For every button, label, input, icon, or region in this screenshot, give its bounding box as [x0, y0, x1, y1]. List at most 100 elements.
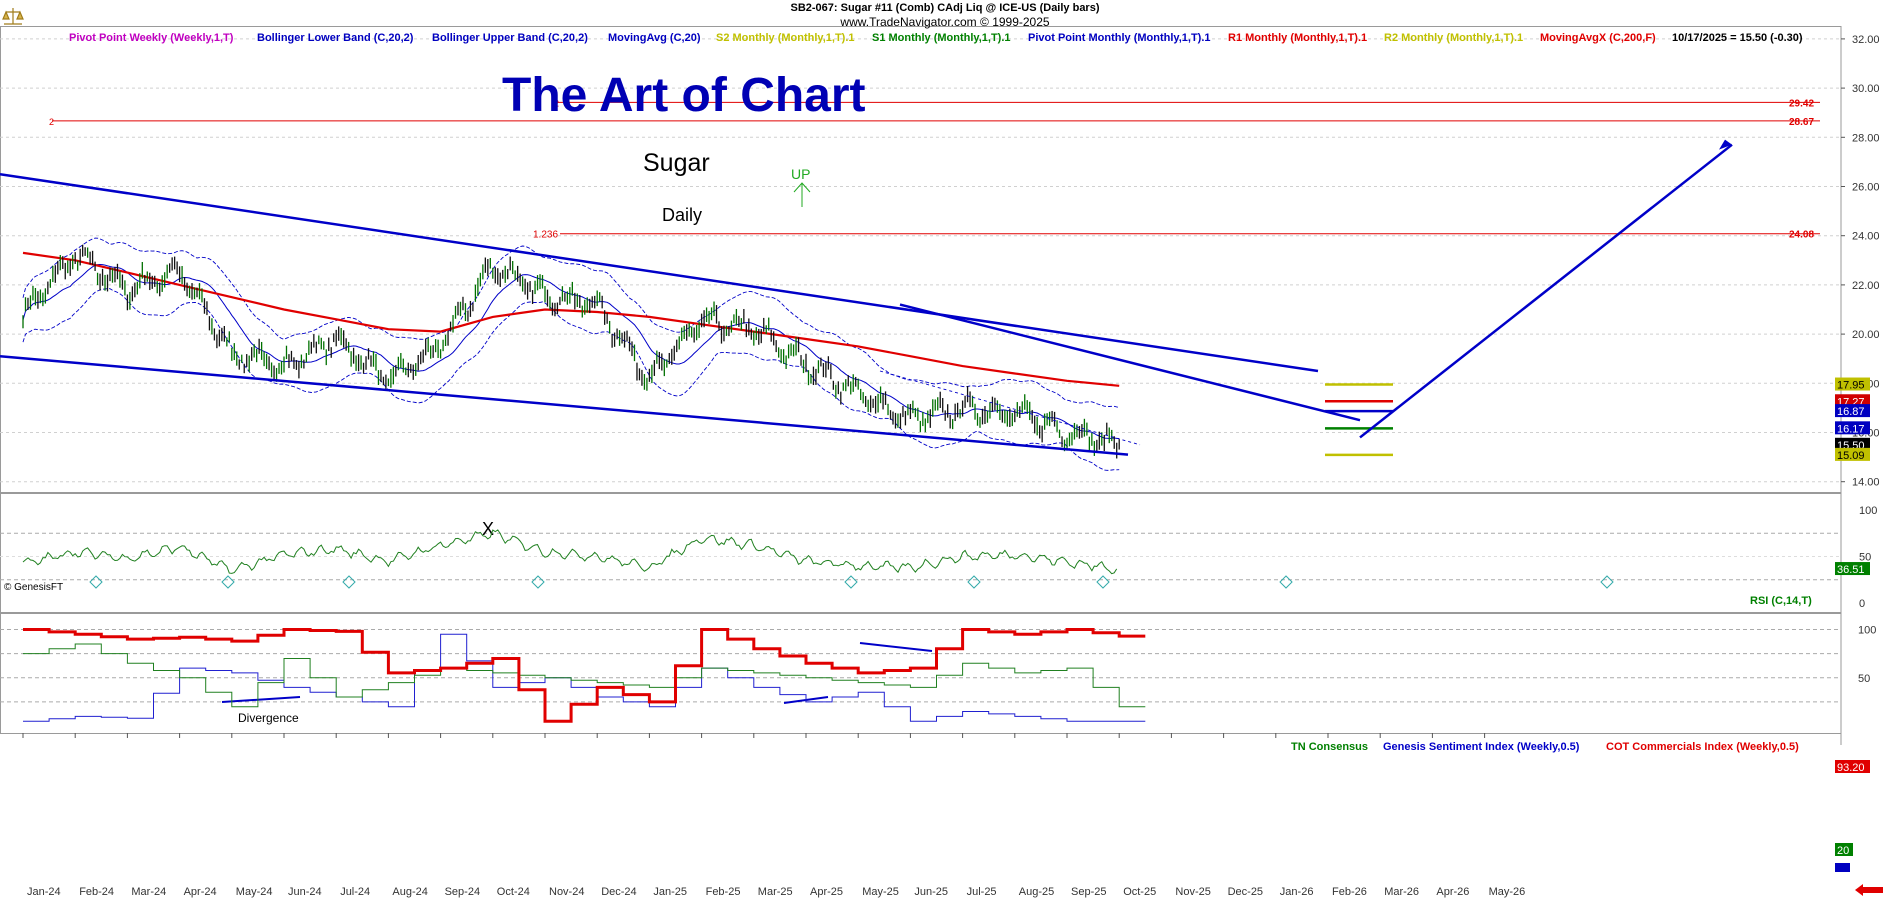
seasonal-diamond-icon — [844, 575, 858, 589]
rsi-y-tick-label: 0 — [1859, 598, 1865, 610]
legend-entry: S2 Monthly (Monthly,1,T).1 — [716, 32, 855, 44]
level-label-29-42: 29.42 — [1789, 98, 1814, 109]
seasonal-diamond-icon — [967, 575, 981, 589]
up-label: UP — [791, 166, 810, 182]
price-badge — [1835, 404, 1870, 418]
rsi-label: RSI (C,14,T) — [1750, 595, 1812, 607]
x-axis-tick-label: Jan-25 — [653, 886, 687, 898]
tn-consensus-label: TN Consensus — [1291, 741, 1368, 753]
bollinger-lower-band — [22, 288, 1120, 471]
x-axis-tick-label: Jun-24 — [288, 886, 322, 898]
x-axis-tick-label: Jan-24 — [27, 886, 61, 898]
level-label-2-lower: 2 — [49, 117, 54, 127]
price-badge — [1835, 447, 1870, 461]
x-axis-tick-label: Sep-24 — [445, 886, 480, 898]
x-axis-tick-label: Jan-26 — [1280, 886, 1314, 898]
level-label-2-upper: 2 — [554, 98, 559, 108]
bollinger-upper-band — [22, 237, 1120, 408]
seasonal-diamond-icon — [1096, 575, 1110, 589]
genesis-credit: © GenesisFT — [4, 582, 63, 593]
rsi-y-tick-label: 50 — [1859, 552, 1871, 564]
seasonal-diamond-icon — [531, 575, 545, 589]
price-y-tick-label: 22.00 — [1852, 280, 1880, 292]
cot-commercials-label: COT Commercials Index (Weekly,0.5) — [1606, 741, 1799, 753]
legend-entry: MovingAvgX (C,200,F) — [1540, 32, 1656, 44]
chart-symbol-title: SB2-067: Sugar #11 (Comb) CAdj Liq @ ICE… — [790, 2, 1100, 14]
legend-entry: R1 Monthly (Monthly,1,T).1 — [1228, 32, 1367, 44]
rsi-panel-frame — [0, 493, 1842, 613]
legend-entry: Bollinger Upper Band (C,20,2) — [432, 32, 588, 44]
x-axis-tick-label: Feb-25 — [706, 886, 741, 898]
price-badge — [1835, 437, 1870, 451]
x-axis-tick-label: Aug-24 — [392, 886, 427, 898]
x-axis-tick-label: Jul-24 — [340, 886, 370, 898]
x-axis-tick-label: Aug-25 — [1019, 886, 1054, 898]
tn-consensus-line — [23, 643, 1146, 708]
legend-entry: Pivot Point Monthly (Monthly,1,T).1 — [1028, 32, 1211, 44]
sugar-label: Sugar — [643, 149, 710, 177]
up-arrow-icon — [793, 182, 811, 207]
x-axis-tick-label: Dec-25 — [1228, 886, 1263, 898]
projection-arrowhead — [1719, 139, 1732, 150]
x-axis-tick-label: Mar-24 — [131, 886, 166, 898]
question-diamond-icon — [1600, 575, 1614, 589]
seasonal-diamond-icon — [221, 575, 235, 589]
rsi-value-badge — [1835, 562, 1870, 576]
sentiment-y-tick-label: 50 — [1858, 673, 1870, 685]
x-axis-tick-label: Apr-26 — [1436, 886, 1469, 898]
x-axis-tick-label: Oct-24 — [497, 886, 530, 898]
x-axis-tick-label: Oct-25 — [1123, 886, 1156, 898]
price-badge — [1835, 377, 1870, 391]
tn-value-label: 20 — [1837, 845, 1849, 857]
tn-value-badge — [1835, 843, 1853, 856]
x-axis-tick-label: Feb-24 — [79, 886, 114, 898]
price-badge-label: 15.09 — [1837, 450, 1865, 462]
x-axis-tick-label: Jun-25 — [914, 886, 948, 898]
resistance-trendline — [899, 303, 1361, 422]
price-y-tick-label: 28.00 — [1852, 132, 1880, 144]
scale-logo-icon — [2, 8, 24, 25]
legend-entry: Pivot Point Weekly (Weekly,1,T) — [69, 32, 234, 44]
divergence-label: Divergence — [238, 711, 299, 725]
x-axis-tick-label: Nov-25 — [1175, 886, 1210, 898]
price-badge-label: 17.95 — [1837, 380, 1865, 392]
genesis-sentiment-line — [23, 633, 1146, 722]
price-y-tick-label: 24.00 — [1852, 231, 1880, 243]
moving-average-20 — [22, 263, 1120, 440]
x-axis-tick-label: Feb-26 — [1332, 886, 1367, 898]
scroll-right-arrow-icon — [1855, 884, 1883, 896]
rsi-divergence-line-1 — [221, 696, 301, 703]
price-y-tick-label: 20.00 — [1852, 329, 1880, 341]
cot-value-badge — [1835, 760, 1870, 773]
seasonal-diamond-icon — [1279, 575, 1293, 589]
x-axis-tick-label: Nov-24 — [549, 886, 584, 898]
level-label-28-67: 28.67 — [1789, 117, 1814, 128]
rsi-y-tick-label: 100 — [1859, 505, 1877, 517]
x-axis-tick-label: Sep-25 — [1071, 886, 1106, 898]
x-axis-tick-label: Mar-26 — [1384, 886, 1419, 898]
genesis-sentiment-label: Genesis Sentiment Index (Weekly,0.5) — [1383, 741, 1580, 753]
legend-entry: MovingAvg (C,20) — [608, 32, 701, 44]
genesis-value-badge — [1835, 863, 1850, 872]
price-y-tick-label: 30.00 — [1852, 83, 1880, 95]
price-badge — [1835, 394, 1870, 408]
x-axis-tick-label: May-24 — [236, 886, 273, 898]
x-axis-tick-label: May-25 — [862, 886, 899, 898]
dashed-trendline — [879, 370, 1141, 446]
price-y-tick-label: 14.00 — [1852, 477, 1880, 489]
rsi-line — [22, 529, 1118, 575]
sentiment-y-tick-label: 100 — [1858, 625, 1876, 637]
x-axis-tick-label: Mar-25 — [758, 886, 793, 898]
cot-commercials-line — [23, 628, 1146, 723]
x-axis-tick-label: May-26 — [1489, 886, 1526, 898]
price-badge-label: 16.87 — [1837, 406, 1865, 418]
channel-lower-trendline — [0, 354, 1129, 456]
level-label-1-236: 1.236 — [533, 230, 558, 241]
legend-entry: Bollinger Lower Band (C,20,2) — [257, 32, 414, 44]
legend-entry: 10/17/2025 = 15.50 (-0.30) — [1672, 32, 1803, 44]
price-bars — [22, 244, 1120, 459]
x-axis-tick-label: Apr-24 — [184, 886, 217, 898]
x-axis-tick-label: Apr-25 — [810, 886, 843, 898]
legend-entry: S1 Monthly (Monthly,1,T).1 — [872, 32, 1011, 44]
price-badge-label: 16.17 — [1837, 423, 1865, 435]
